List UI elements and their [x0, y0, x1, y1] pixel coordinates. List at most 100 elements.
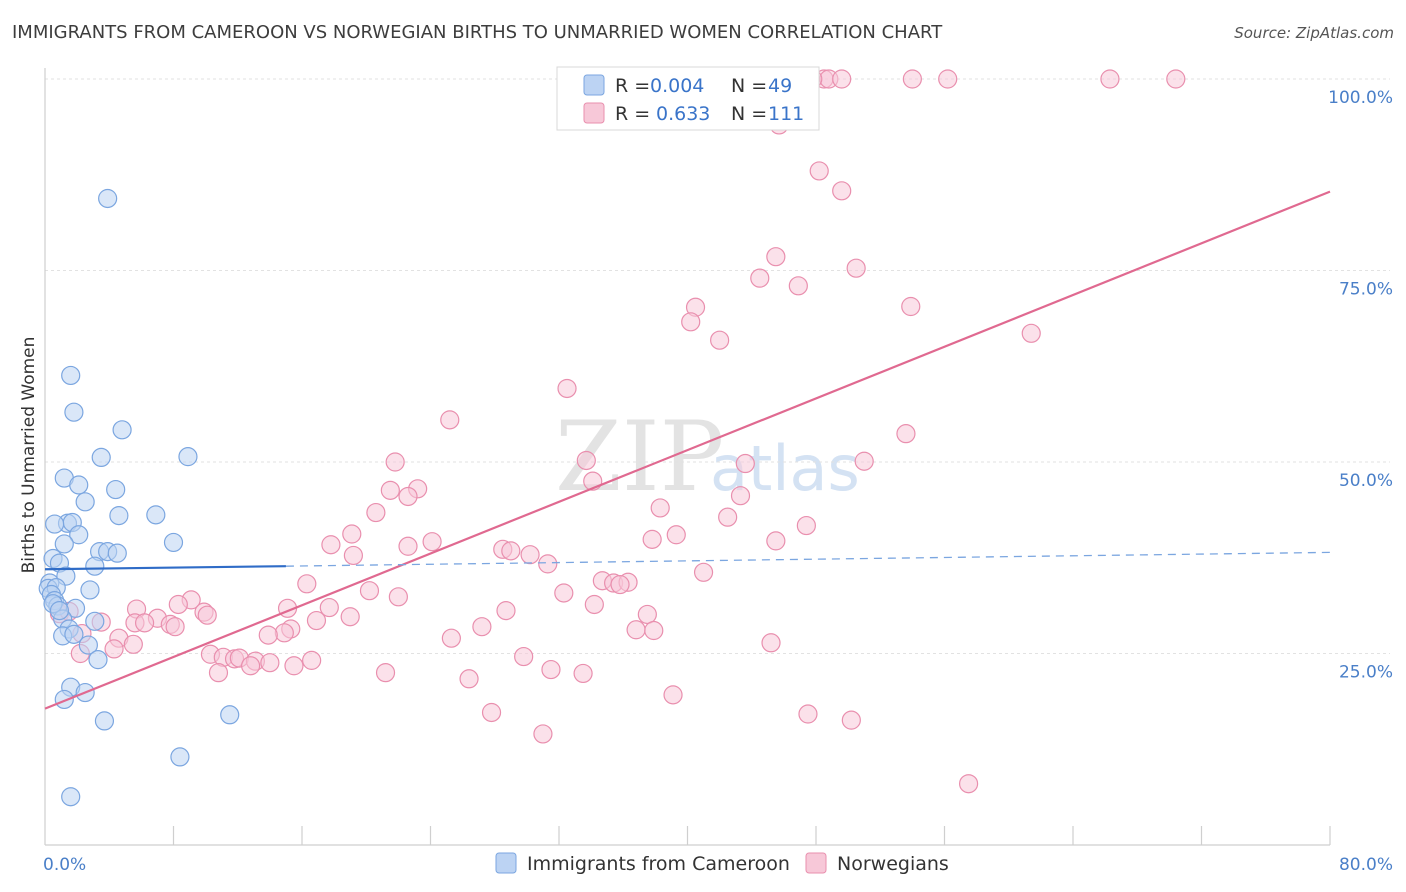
legend-box: R = 0.004 N = 49 R = 0.633 N = 111 — [556, 66, 820, 131]
x-tick-labels: 0.0% 80.0% — [43, 855, 1393, 875]
watermark: ZIP atlas — [555, 401, 860, 513]
cameroon-point — [178, 447, 198, 467]
norwegian-point — [896, 424, 916, 444]
y-tick-label: 75.0% — [1339, 280, 1393, 300]
norwegian-point — [359, 581, 380, 601]
chart-source: Source: ZipAtlas.com — [1234, 24, 1394, 42]
norwegian-point — [514, 646, 534, 667]
norwegian-point — [501, 541, 521, 561]
cameroon-point — [61, 787, 81, 807]
trend-line-norwegians — [44, 190, 1331, 710]
legend-n-value-norwegians: 111 — [768, 103, 804, 125]
norwegian-point — [681, 312, 701, 332]
norwegian-point — [260, 653, 280, 673]
legend-r-value-cameroon: 0.004 — [650, 75, 704, 97]
cameroon-point — [54, 689, 74, 710]
legend-n-label-norwegians: N = — [731, 103, 767, 125]
norwegian-point — [841, 710, 861, 730]
norwegian-point — [134, 613, 155, 633]
norwegian-point — [380, 480, 400, 500]
norwegian-point — [422, 532, 442, 552]
norwegian-point — [1021, 323, 1041, 343]
norwegian-point — [854, 451, 874, 471]
norwegian-point — [554, 583, 574, 603]
cameroon-point — [80, 580, 100, 600]
norwegian-point — [472, 617, 492, 637]
norwegian-point — [274, 623, 294, 643]
norwegian-point — [761, 633, 781, 653]
cameroon-point — [220, 705, 240, 725]
cameroon-point — [85, 611, 105, 631]
norwegian-point — [440, 410, 460, 430]
norwegian-point — [496, 601, 516, 621]
norwegian-point — [398, 486, 418, 507]
x-ticks — [172, 826, 1331, 845]
norwegian-point — [343, 545, 363, 566]
norwegian-point — [710, 330, 730, 350]
cameroon-point — [78, 635, 98, 655]
cameroon-point — [64, 402, 84, 422]
norwegian-point — [319, 597, 339, 618]
cameroon-point — [106, 479, 126, 500]
norwegian-point — [197, 605, 217, 625]
norwegian-point — [693, 562, 714, 582]
norwegian-point — [302, 650, 322, 670]
norwegian-point — [663, 685, 683, 705]
norwegian-point — [520, 545, 540, 565]
y-tick-label: 50.0% — [1339, 471, 1393, 491]
norwegian-point — [284, 656, 304, 676]
chart-title: IMMIGRANTS FROM CAMEROON VS NORWEGIAN BI… — [12, 22, 943, 43]
legend-swatch-norwegians — [583, 102, 605, 124]
cameroon-point — [49, 601, 70, 621]
trend-lines — [44, 190, 1331, 710]
norwegian-point — [297, 574, 317, 594]
x-tick-label: 0.0% — [43, 855, 86, 875]
norwegian-point — [796, 515, 816, 536]
bottom-legend-label-cameroon: Immigrants from Cameroon — [527, 853, 790, 875]
norwegian-point — [809, 161, 829, 181]
legend-r-label-cameroon: R = — [615, 75, 650, 97]
norwegian-point — [375, 663, 396, 683]
norwegian-point — [342, 524, 362, 544]
norwegian-point — [735, 453, 755, 474]
cameroon-point — [170, 747, 190, 767]
y-tick-label: 25.0% — [1339, 663, 1393, 683]
series-cameroon-points — [38, 188, 240, 807]
norwegian-point — [258, 625, 278, 645]
trend-line-cameroon-extension — [285, 551, 1331, 567]
cameroon-point — [107, 543, 127, 563]
norwegian-point — [798, 704, 818, 724]
y-axis-title: Births to Unmarried Women — [19, 337, 39, 574]
cameroon-point — [45, 514, 65, 534]
norwegian-point — [766, 531, 786, 551]
norwegian-point — [1100, 69, 1120, 89]
norwegian-point — [642, 529, 662, 549]
norwegian-point — [557, 378, 577, 399]
norwegian-point — [750, 268, 770, 288]
norwegian-point — [584, 594, 604, 615]
y-tick-label: 100.0% — [1328, 88, 1393, 108]
norwegian-point — [902, 69, 922, 89]
cameroon-point — [85, 556, 105, 576]
cameroon-point — [109, 506, 129, 526]
norwegian-point — [104, 639, 124, 659]
norwegian-point — [208, 663, 229, 683]
norwegian-point — [123, 634, 143, 654]
norwegian-point — [666, 525, 686, 545]
norwegian-point — [846, 258, 866, 278]
legend-n-value-cameroon: 49 — [768, 75, 792, 97]
cameroon-point — [112, 420, 132, 440]
norwegian-point — [766, 247, 786, 267]
norwegian-point — [644, 620, 664, 641]
norwegian-point — [481, 702, 502, 723]
norwegian-point — [321, 535, 341, 555]
norwegian-point — [576, 450, 596, 471]
norwegian-point — [832, 69, 852, 89]
norwegian-point — [610, 574, 630, 595]
cameroon-point — [146, 505, 166, 525]
norwegian-point — [637, 604, 657, 625]
y-tick-labels: 25.0% 50.0% 75.0% 100.0% — [1328, 88, 1393, 683]
norwegian-point — [958, 774, 979, 794]
norwegian-point — [718, 507, 738, 527]
